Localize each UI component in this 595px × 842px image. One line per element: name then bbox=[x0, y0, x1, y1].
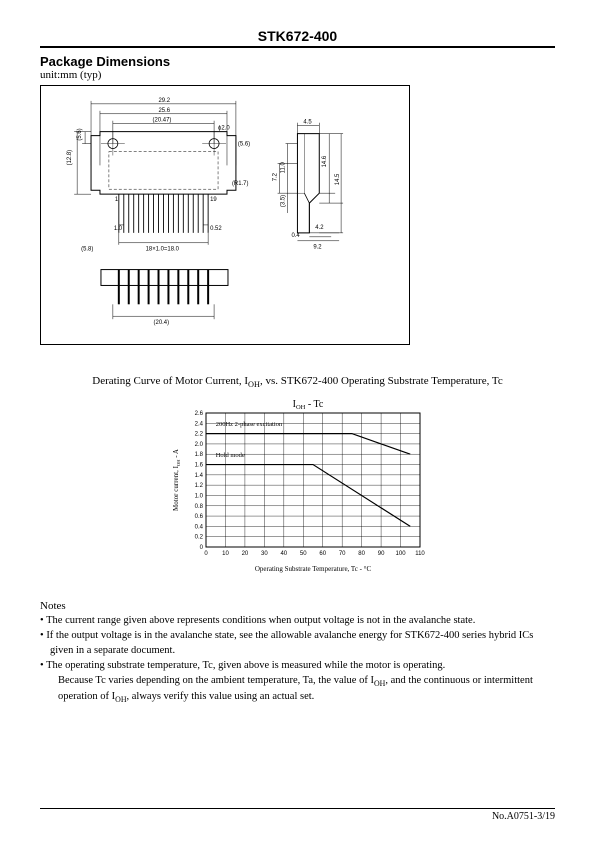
note-tail: Because Tc varies depending on the ambie… bbox=[40, 674, 555, 705]
dim-width-holes: (20.47) bbox=[153, 118, 172, 124]
svg-text:0: 0 bbox=[204, 551, 208, 557]
curve-caption: Derating Curve of Motor Current, IOH, vs… bbox=[40, 375, 555, 389]
dim-pin-right: 0.52 bbox=[210, 226, 222, 232]
svg-text:2.0: 2.0 bbox=[194, 442, 203, 448]
front-pins bbox=[119, 194, 208, 233]
caption-mid: , vs. STK672-400 Operating Substrate Tem… bbox=[260, 375, 503, 387]
bottom-view: (20.4) bbox=[101, 270, 228, 327]
section-title: Package Dimensions bbox=[40, 54, 555, 69]
note-item: The operating substrate temperature, Tc,… bbox=[40, 659, 555, 673]
dim-h2: 14.5 bbox=[335, 173, 341, 185]
svg-text:100: 100 bbox=[395, 551, 406, 557]
dim-foot-w: 4.2 bbox=[315, 225, 323, 231]
dim-hole-dia: ϕ2.0 bbox=[218, 126, 230, 132]
svg-text:200Hz 2-phase excitation: 200Hz 2-phase excitation bbox=[215, 421, 282, 428]
page-footer: No.A0751-3/19 bbox=[40, 808, 555, 822]
dim-corner-r: (R1.7) bbox=[232, 181, 249, 187]
dim-height: (12.8) bbox=[67, 150, 73, 166]
svg-text:10: 10 bbox=[222, 551, 229, 557]
dim-width-inner: 25.6 bbox=[159, 108, 171, 114]
svg-text:70: 70 bbox=[338, 551, 345, 557]
svg-text:0.4: 0.4 bbox=[194, 525, 203, 531]
svg-text:1.4: 1.4 bbox=[194, 473, 203, 479]
svg-text:1.8: 1.8 bbox=[194, 452, 203, 458]
svg-text:110: 110 bbox=[415, 551, 425, 557]
pin-last-label: 19 bbox=[210, 197, 217, 203]
dim-lead-h: (3.5) bbox=[281, 195, 287, 207]
svg-text:0: 0 bbox=[199, 545, 203, 551]
svg-text:80: 80 bbox=[358, 551, 365, 557]
note-item: If the output voltage is in the avalanch… bbox=[40, 629, 555, 657]
unit-line: unit:mm (typ) bbox=[40, 69, 555, 81]
dim-width-outer: 29.2 bbox=[159, 98, 171, 104]
svg-text:0.8: 0.8 bbox=[194, 504, 203, 510]
caption-prefix: Derating Curve of Motor Current, I bbox=[92, 375, 248, 387]
notes-title: Notes bbox=[40, 600, 555, 612]
svg-text:Motor current, IOH - A: Motor current, IOH - A bbox=[172, 449, 181, 511]
dim-h1: 14.6 bbox=[322, 155, 328, 167]
dim-h4: 7.2 bbox=[273, 173, 279, 181]
caption-sub: OH bbox=[248, 380, 260, 389]
dim-side-w: (5.8) bbox=[81, 247, 93, 253]
svg-text:20: 20 bbox=[241, 551, 248, 557]
derating-chart: IOH - Tc 0 10 20 30 40 50 60 70 80 90 100 110 0 0.2 0.4… bbox=[168, 395, 428, 580]
svg-text:1.6: 1.6 bbox=[194, 463, 203, 469]
header-rule bbox=[40, 46, 555, 48]
dim-h3: 11.0 bbox=[281, 162, 287, 174]
page-title: STK672-400 bbox=[40, 28, 555, 44]
svg-text:0.6: 0.6 bbox=[194, 514, 203, 520]
svg-text:90: 90 bbox=[377, 551, 384, 557]
pin-1-label: 1 bbox=[115, 197, 119, 203]
dim-bottom-w: (20.4) bbox=[154, 320, 170, 326]
front-view: 29.2 25.6 (20.47) ϕ2.0 (12.8) (5.6) bbox=[67, 98, 250, 253]
side-view: 4.5 14.6 14.5 bbox=[273, 120, 343, 251]
footer-docno: No.A0751-3/19 bbox=[40, 811, 555, 822]
dim-hole-y: (5.6) bbox=[77, 128, 83, 140]
svg-text:IOH - Tc: IOH - Tc bbox=[292, 399, 323, 411]
bottom-pins bbox=[119, 270, 208, 305]
svg-text:40: 40 bbox=[280, 551, 287, 557]
dim-foot-t: 0.4 bbox=[291, 233, 300, 239]
svg-text:1.2: 1.2 bbox=[194, 483, 203, 489]
package-diagram: 29.2 25.6 (20.47) ϕ2.0 (12.8) (5.6) bbox=[40, 85, 410, 345]
svg-text:Operating Substrate Temperatur: Operating Substrate Temperature, Tc - °C bbox=[254, 565, 371, 573]
svg-text:50: 50 bbox=[299, 551, 306, 557]
note-item: The current range given above represents… bbox=[40, 614, 555, 628]
svg-text:60: 60 bbox=[319, 551, 326, 557]
footer-rule bbox=[40, 808, 555, 809]
svg-text:0.2: 0.2 bbox=[194, 535, 203, 541]
dim-hole-edge: (5.6) bbox=[238, 142, 250, 148]
dim-pin-left: 1.0 bbox=[114, 226, 123, 232]
svg-text:Hold mode: Hold mode bbox=[215, 452, 244, 459]
dim-pins-span: 18×1.0=18.0 bbox=[146, 247, 180, 253]
dim-base-w: 9.2 bbox=[313, 245, 321, 251]
notes-list: The current range given above represents… bbox=[40, 614, 555, 705]
svg-text:2.2: 2.2 bbox=[194, 432, 203, 438]
svg-text:2.4: 2.4 bbox=[194, 421, 203, 427]
dim-side-top: 4.5 bbox=[303, 120, 312, 126]
svg-text:2.6: 2.6 bbox=[194, 411, 203, 417]
svg-text:30: 30 bbox=[261, 551, 268, 557]
svg-text:1.0: 1.0 bbox=[194, 494, 203, 500]
